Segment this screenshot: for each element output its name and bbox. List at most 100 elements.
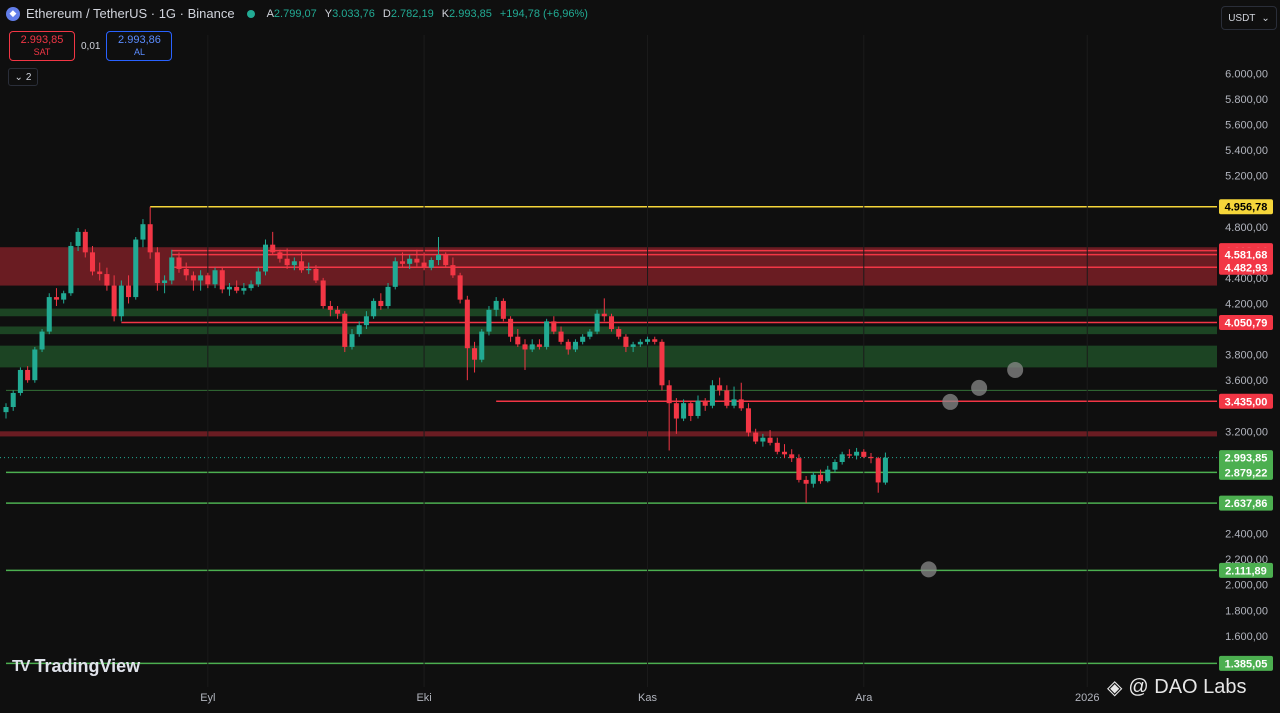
price-tag-label-3: 4.482,93 bbox=[1225, 262, 1268, 274]
candle-body-8 bbox=[61, 293, 67, 300]
price-tag-label-6: 2.993,85 bbox=[1225, 453, 1268, 465]
candle-body-56 bbox=[407, 258, 413, 264]
candle-body-90 bbox=[652, 339, 658, 342]
candle-body-43 bbox=[313, 268, 319, 281]
candle-body-9 bbox=[68, 245, 74, 294]
candle-body-120 bbox=[868, 456, 874, 459]
candle-body-5 bbox=[39, 331, 45, 350]
ohlc-key-open: A bbox=[266, 7, 274, 20]
currency-value: USDT bbox=[1228, 12, 1256, 24]
candle-body-37 bbox=[270, 244, 276, 253]
price-tag-label-2: 4.581,68 bbox=[1225, 250, 1268, 262]
candle-body-116 bbox=[839, 454, 845, 462]
candle-body-117 bbox=[846, 454, 852, 456]
candle-body-22 bbox=[162, 280, 168, 284]
candle-body-61 bbox=[443, 254, 449, 266]
candle-body-19 bbox=[140, 224, 146, 240]
buy-price: 2.993,86 bbox=[118, 34, 161, 46]
candle-body-91 bbox=[659, 341, 665, 386]
candle-body-20 bbox=[147, 224, 153, 253]
chevron-down-icon: ⌄ bbox=[1261, 12, 1270, 24]
candle-body-64 bbox=[464, 299, 470, 349]
x-tick-label-0: Eyl bbox=[200, 692, 215, 704]
candle-body-27 bbox=[198, 275, 204, 281]
ohlc-key-high: Y bbox=[324, 7, 333, 20]
price-tag-label-7: 2.879,22 bbox=[1225, 467, 1268, 479]
candle-body-83 bbox=[601, 313, 607, 317]
candle-body-11 bbox=[82, 231, 88, 253]
ohlc-change: +194,78 (+6,96%) bbox=[499, 7, 588, 20]
candle-body-66 bbox=[479, 331, 485, 360]
candle-body-32 bbox=[234, 286, 240, 291]
candle-body-69 bbox=[500, 300, 506, 319]
tradingview-logo[interactable]: TV TradingView bbox=[12, 656, 140, 677]
price-tag-bg-10 bbox=[1219, 655, 1273, 671]
projection-point-2 bbox=[971, 379, 988, 396]
dao-labs-watermark: ◈ @ DAO Labs bbox=[1107, 675, 1247, 700]
time-axis: Eyl Eki Kas Ara 2026 bbox=[200, 692, 1099, 704]
ohlc-open: 2.799,07 bbox=[273, 7, 317, 20]
candle-body-45 bbox=[327, 306, 333, 310]
sell-price: 2.993,85 bbox=[20, 34, 64, 46]
indicators-toggle[interactable]: ⌄ 2 bbox=[8, 68, 38, 86]
y-tick-label-11: 2.400,00 bbox=[1225, 529, 1268, 541]
candle-body-1 bbox=[10, 392, 16, 408]
candle-body-119 bbox=[861, 451, 867, 457]
candle-body-40 bbox=[291, 261, 297, 266]
candle-body-106 bbox=[767, 437, 773, 443]
candle-body-51 bbox=[371, 300, 377, 317]
candle-body-39 bbox=[284, 258, 290, 266]
candle-body-95 bbox=[688, 403, 694, 416]
chevron-down-icon: ⌄ bbox=[14, 71, 23, 83]
price-tag-bg-4 bbox=[1219, 315, 1273, 331]
candle-body-94 bbox=[681, 403, 687, 419]
ohlc-low: 2.782,19 bbox=[390, 7, 434, 20]
symbol-title[interactable]: Ethereum / TetherUS · 1G · Binance bbox=[26, 6, 235, 21]
candle-body-107 bbox=[774, 442, 780, 452]
candle-body-2 bbox=[17, 369, 23, 393]
price-axis: 6.000,00 5.800,00 5.600,00 5.400,00 5.200,00… bbox=[1225, 68, 1268, 643]
price-tags-layer: 4.956,784.613,144.581,684.482,934.050,79… bbox=[1219, 199, 1273, 671]
candle-body-60 bbox=[435, 254, 442, 261]
candle-body-108 bbox=[781, 451, 788, 455]
price-tag-bg-5 bbox=[1219, 393, 1273, 409]
price-tag-label-9: 2.111,89 bbox=[1225, 565, 1267, 577]
candle-body-78 bbox=[565, 341, 571, 350]
y-tick-label-8: 3.800,00 bbox=[1225, 350, 1268, 362]
candle-body-50 bbox=[363, 316, 369, 326]
candle-body-14 bbox=[104, 274, 110, 286]
candle-body-89 bbox=[645, 339, 651, 342]
buy-button[interactable]: 2.993,86 AL bbox=[106, 31, 173, 61]
candle-body-121 bbox=[875, 458, 881, 483]
candle-body-63 bbox=[457, 275, 463, 300]
candle-body-44 bbox=[320, 280, 326, 307]
candle-body-75 bbox=[544, 321, 550, 347]
candle-body-71 bbox=[515, 336, 521, 345]
y-tick-label-14: 1.800,00 bbox=[1225, 605, 1268, 617]
chart-header: ◆ Ethereum / TetherUS · 1G · Binance A2.… bbox=[6, 6, 588, 21]
candle-body-54 bbox=[392, 261, 398, 287]
candle-body-33 bbox=[241, 288, 247, 291]
y-tick-label-5: 4.800,00 bbox=[1225, 222, 1268, 234]
x-tick-label-1: Eki bbox=[416, 692, 431, 704]
candle-body-85 bbox=[616, 329, 622, 337]
candle-body-10 bbox=[75, 231, 81, 246]
price-tag-label-0: 4.956,78 bbox=[1225, 202, 1268, 214]
candle-body-41 bbox=[299, 261, 305, 271]
ohlc-key-low: D bbox=[382, 7, 391, 20]
sell-button[interactable]: 2.993,85 SAT bbox=[9, 31, 75, 61]
candle-body-118 bbox=[854, 451, 860, 456]
candle-body-92 bbox=[666, 385, 672, 404]
sell-label: SAT bbox=[33, 47, 51, 57]
projection-point-3 bbox=[1007, 361, 1024, 378]
candle-body-18 bbox=[133, 239, 139, 298]
zone-red-4 bbox=[0, 431, 1217, 437]
candle-body-48 bbox=[349, 334, 355, 347]
ohlc-values: A2.799,07 Y3.033,76 D2.782,19 K2.993,85 … bbox=[267, 8, 588, 20]
candle-body-103 bbox=[745, 408, 751, 433]
watermark-text: @ DAO Labs bbox=[1128, 676, 1247, 698]
currency-selector[interactable]: USDT ⌄ bbox=[1221, 6, 1277, 30]
candles-layer bbox=[3, 206, 888, 503]
candle-body-15 bbox=[111, 285, 117, 317]
